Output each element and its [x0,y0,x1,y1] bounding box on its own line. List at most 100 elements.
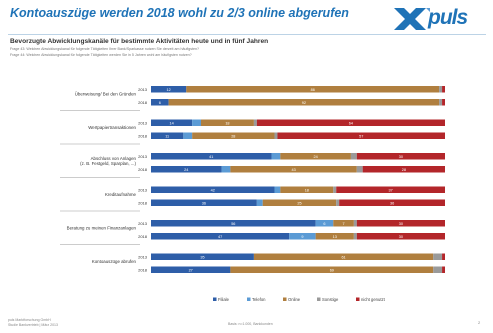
data-label: 12 [167,88,171,92]
puls-logo: puls [392,6,488,32]
bar-segment [333,220,354,227]
year-label: 2018 [138,167,148,172]
bar-segment [262,199,337,206]
year-label: 2013 [138,120,148,125]
bar-segment [200,119,254,126]
bar-segment [221,166,231,173]
bar-segment [356,233,445,240]
bar-segment [277,132,445,139]
data-label: 28 [231,134,235,138]
bar-segment [336,186,445,193]
year-label: 2013 [138,87,148,92]
data-label: 30 [399,155,403,159]
footer-base: Basis: n=1.000, Bankkunden [228,322,273,326]
data-label: 18 [225,121,229,125]
footer-source: puls Marktforschung GmbH Studie Bankvert… [8,318,58,328]
category-label: Überweisung/ Bei den Gründen [75,92,137,97]
data-label: 56 [231,222,235,226]
bar-segment [256,199,263,206]
bar-segment [151,253,254,260]
data-label: 41 [209,155,213,159]
data-label: 37 [388,188,392,192]
bar-segment [151,86,187,93]
data-label: 6 [323,222,325,226]
bar-segment [151,153,272,160]
bar-segment [356,220,445,227]
legend-swatch [213,297,217,301]
bar-segment [151,266,231,273]
year-label: 2018 [138,200,148,205]
bar-segment [315,233,354,240]
bar-segment [353,233,357,240]
legend-label: Filiale [218,297,230,302]
year-label: 2013 [138,254,148,259]
bar-segment [433,253,443,260]
year-label: 2013 [138,187,148,192]
data-label: 86 [311,88,315,92]
data-label: 27 [189,268,193,272]
legend-label: Sonstige [322,297,339,302]
category-label: Kreditaufnahme [105,192,137,197]
page-number: 2 [478,320,481,325]
bar-segment [253,119,257,126]
bar-segment [356,153,445,160]
bar-segment [350,153,357,160]
data-label: 30 [399,235,403,239]
bar-segment [336,199,340,206]
bar-segment [151,166,222,173]
bar-segment [186,86,440,93]
legend-label: Online [288,297,301,302]
bar-segment [280,186,334,193]
data-label: 18 [305,188,309,192]
year-label: 2013 [138,154,148,159]
category-label: Wertpapiertransaktionen [88,125,136,130]
bar-segment [442,253,445,260]
year-label: 2013 [138,221,148,226]
bar-segment [151,220,316,227]
bar-segment [151,99,169,106]
category-label: Abschluss von Anlagen [91,156,137,161]
data-label: 42 [211,188,215,192]
bar-segment [333,186,337,193]
legend-swatch [356,297,360,301]
data-label: 47 [218,235,222,239]
data-label: 69 [330,268,334,272]
page-title: Kontoauszüge werden 2018 wohl zu 2/3 onl… [10,6,349,20]
data-label: 92 [302,101,306,105]
bar-segment [442,266,445,273]
bar-segment [230,166,357,173]
year-label: 2018 [138,100,148,105]
bar-segment [151,132,184,139]
year-label: 2018 [138,234,148,239]
chart-subtitle: Bevorzugte Abwicklungskanäle für bestimm… [10,38,269,45]
bar-segment [253,253,434,260]
data-label: 57 [359,134,363,138]
year-label: 2018 [138,267,148,272]
bar-segment [151,199,257,206]
bar-segment [256,119,445,126]
bar-segment [442,99,445,106]
category-label: Beratung zu meinen Finanzanlagen [67,226,137,231]
logo-text: puls [428,6,468,29]
bar-segment [151,233,290,240]
bar-segment [442,86,445,93]
legend-swatch [247,297,251,301]
bar-segment [339,199,445,206]
bar-segment [362,166,445,173]
logo-x-icon [394,8,430,30]
data-label: 6 [159,101,161,105]
bar-segment [274,132,278,139]
footer-study: Studie Bankvertrieb | März 2013 [8,323,58,327]
footer-company: puls Marktforschung GmbH [8,318,51,322]
bar-segment [230,266,434,273]
bar-segment [289,233,316,240]
data-label: 25 [297,201,301,205]
header-divider [8,34,486,35]
bar-segment [315,220,334,227]
data-label: 43 [291,168,295,172]
bar-segment [183,132,193,139]
bar-segment [439,99,443,106]
data-label: 28 [402,168,406,172]
data-label: 13 [333,235,337,239]
bar-segment [439,86,443,93]
